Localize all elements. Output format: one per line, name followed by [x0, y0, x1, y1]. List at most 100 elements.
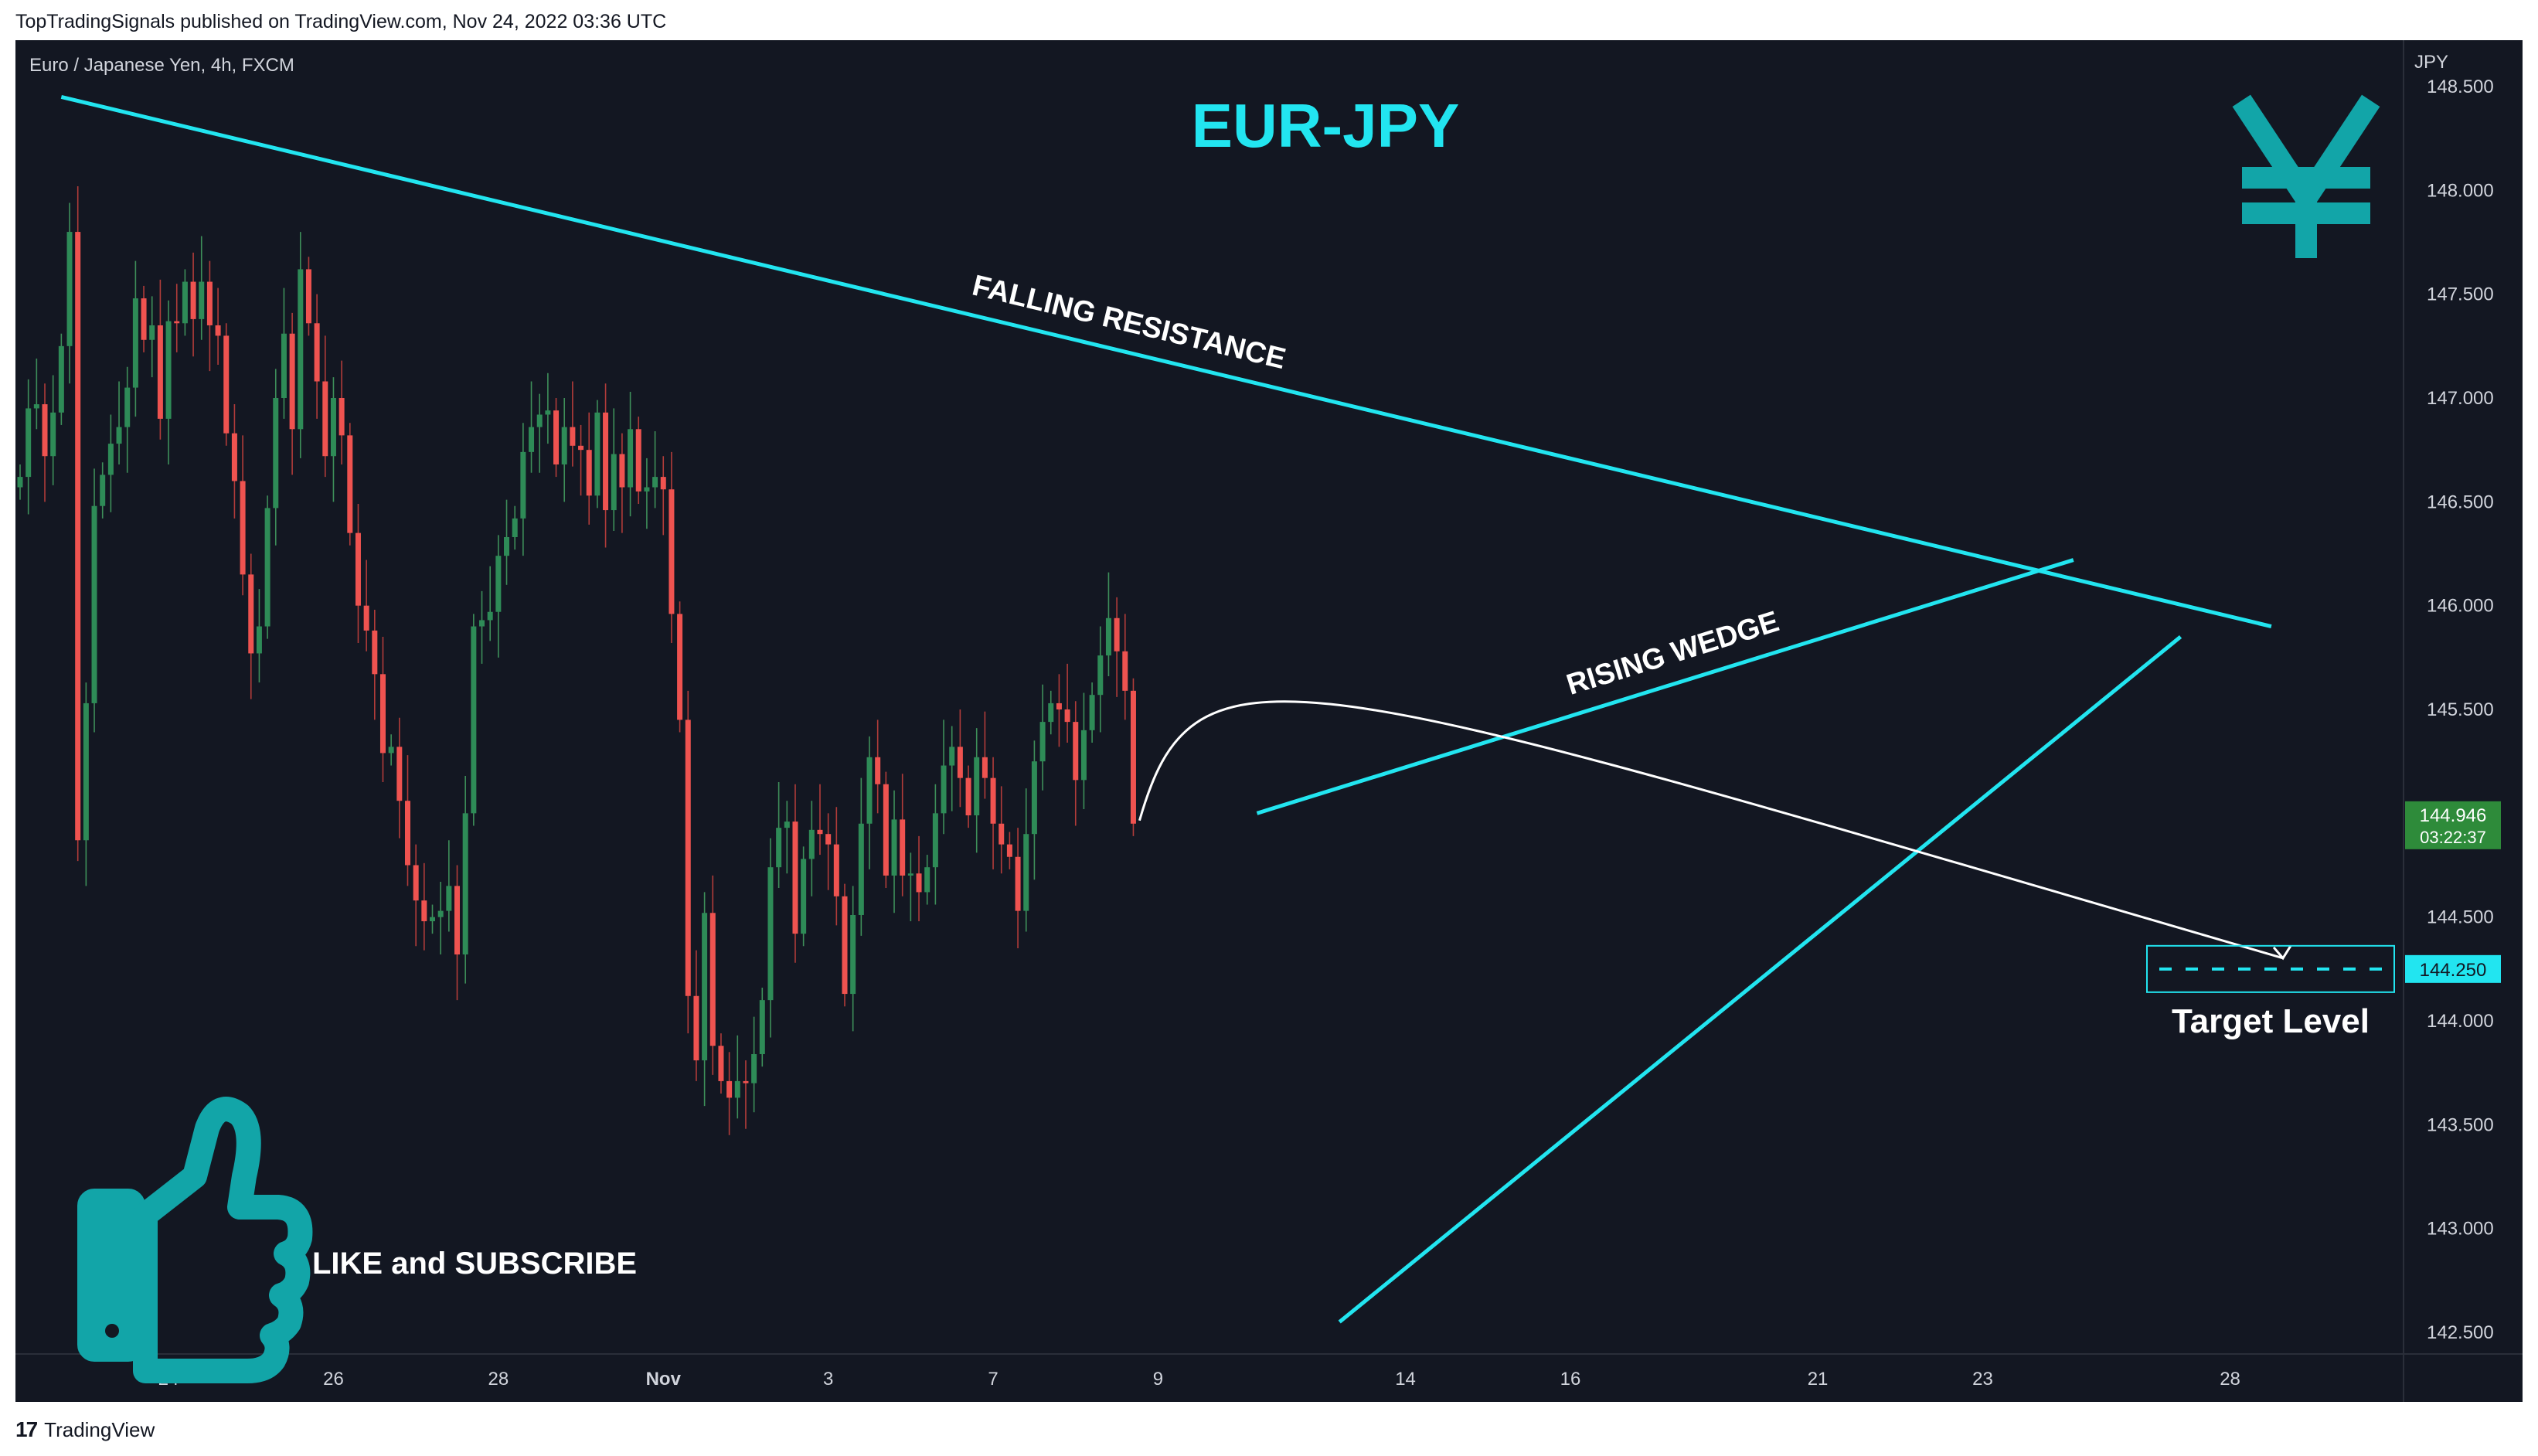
- candle-down: [842, 896, 848, 995]
- countdown-text: 03:22:37: [2420, 828, 2486, 847]
- y-tick-label: 143.000: [2427, 1219, 2494, 1240]
- y-tick-label: 147.000: [2427, 388, 2494, 409]
- candle-up: [529, 427, 535, 452]
- candle-down: [685, 719, 691, 996]
- candle-down: [1064, 709, 1070, 723]
- candle-up: [116, 427, 122, 444]
- plot-area[interactable]: 148.500 148.000 147.500 147.000 146.500 146.0…: [15, 40, 2523, 1402]
- candle-up: [388, 747, 394, 754]
- candle-up: [430, 917, 435, 922]
- tradingview-footer[interactable]: 17 TradingView: [15, 1417, 155, 1442]
- candle-up: [330, 398, 336, 457]
- candle-down: [1056, 702, 1062, 709]
- candle-down: [190, 281, 196, 319]
- candle-down: [339, 398, 345, 436]
- candle-up: [759, 1000, 765, 1054]
- candle-up: [858, 823, 864, 915]
- x-tick-label: 28: [488, 1369, 509, 1390]
- y-tick-label: 144.500: [2427, 907, 2494, 928]
- candle-up: [767, 867, 774, 1001]
- candle-up: [652, 477, 658, 488]
- symbol-label: Euro / Japanese Yen, 4h, FXCM: [29, 55, 294, 76]
- candle-up: [702, 913, 708, 1061]
- wedge-upper-line: [1256, 558, 2074, 815]
- candle-up: [264, 508, 270, 627]
- candle-down: [231, 433, 237, 481]
- tradingview-logo-icon: 17: [15, 1417, 38, 1441]
- candle-up: [1105, 617, 1111, 656]
- candle-up: [924, 867, 930, 893]
- candle-down: [1015, 856, 1021, 911]
- candle-up: [50, 412, 56, 457]
- price-chart[interactable]: 148.500 148.000 147.500 147.000 146.500 146.0…: [15, 40, 2523, 1406]
- candle-up: [1048, 702, 1054, 723]
- candle-down: [635, 429, 641, 492]
- candle-down: [999, 823, 1005, 845]
- candle-up: [644, 487, 650, 492]
- candle-up: [17, 477, 23, 488]
- x-tick-label: 23: [1972, 1369, 1993, 1390]
- y-tick-label: 143.500: [2427, 1114, 2494, 1135]
- y-tick-label: 144.000: [2427, 1011, 2494, 1032]
- x-tick-label: 7: [988, 1369, 998, 1390]
- candle-down: [404, 801, 410, 866]
- candle-up: [1080, 730, 1087, 781]
- candle-up: [594, 412, 600, 496]
- candle-up: [100, 475, 106, 506]
- candle-up: [974, 757, 980, 816]
- thumbs-up-icon: [77, 1097, 313, 1383]
- target-price-badge: [2405, 954, 2501, 983]
- y-tick-label: 142.500: [2427, 1322, 2494, 1343]
- candle-down: [677, 614, 683, 720]
- projection-arrowhead: [2272, 945, 2292, 961]
- candle-down: [603, 412, 609, 511]
- candle-down: [75, 232, 81, 841]
- candle-down: [396, 747, 403, 801]
- candle-up: [536, 414, 543, 427]
- candle-up: [462, 813, 468, 955]
- candle-down: [833, 844, 839, 896]
- candle-down: [1130, 690, 1136, 824]
- x-tick-label: 16: [1560, 1369, 1581, 1390]
- candle-down: [1073, 722, 1079, 781]
- target-level-label: Target Level: [2172, 1002, 2370, 1040]
- candle-up: [26, 408, 32, 478]
- candle-down: [553, 410, 560, 464]
- candle-up: [891, 819, 897, 876]
- candle-up: [437, 910, 444, 917]
- candle-up: [545, 410, 551, 415]
- candle-up: [487, 611, 493, 621]
- candle-down: [421, 900, 427, 922]
- falling-resistance-line: [60, 95, 2272, 628]
- candle-up: [91, 505, 97, 703]
- candle-down: [1114, 617, 1120, 651]
- y-tick-label: 145.500: [2427, 699, 2494, 720]
- candle-down: [355, 532, 361, 606]
- candle-up: [1039, 722, 1046, 762]
- candle-down: [957, 747, 963, 778]
- candle-up: [628, 429, 634, 488]
- candle-up: [1031, 761, 1037, 835]
- candle-down: [726, 1080, 733, 1098]
- candle-down: [900, 819, 906, 876]
- candle-down: [578, 445, 584, 451]
- chart-background: [15, 40, 2523, 1402]
- candle-up: [801, 859, 807, 934]
- candle-down: [372, 630, 378, 675]
- candle-down: [619, 454, 625, 488]
- target-zone-box: [2146, 944, 2395, 993]
- candle-up: [808, 829, 815, 859]
- candle-down: [990, 777, 996, 824]
- chart-canvas[interactable]: 148.500 148.000 147.500 147.000 146.500 146.0…: [15, 40, 2523, 1402]
- candle-up: [298, 269, 304, 430]
- candle-up: [495, 556, 502, 612]
- candle-up: [751, 1053, 757, 1083]
- candle-up: [132, 298, 138, 388]
- candle-down: [379, 674, 386, 754]
- x-tick-label: Nov: [646, 1369, 682, 1390]
- y-tick-label: 146.500: [2427, 492, 2494, 512]
- candle-down: [965, 777, 971, 816]
- candle-up: [471, 626, 477, 814]
- candle-down: [314, 323, 320, 382]
- candle-down: [141, 298, 147, 340]
